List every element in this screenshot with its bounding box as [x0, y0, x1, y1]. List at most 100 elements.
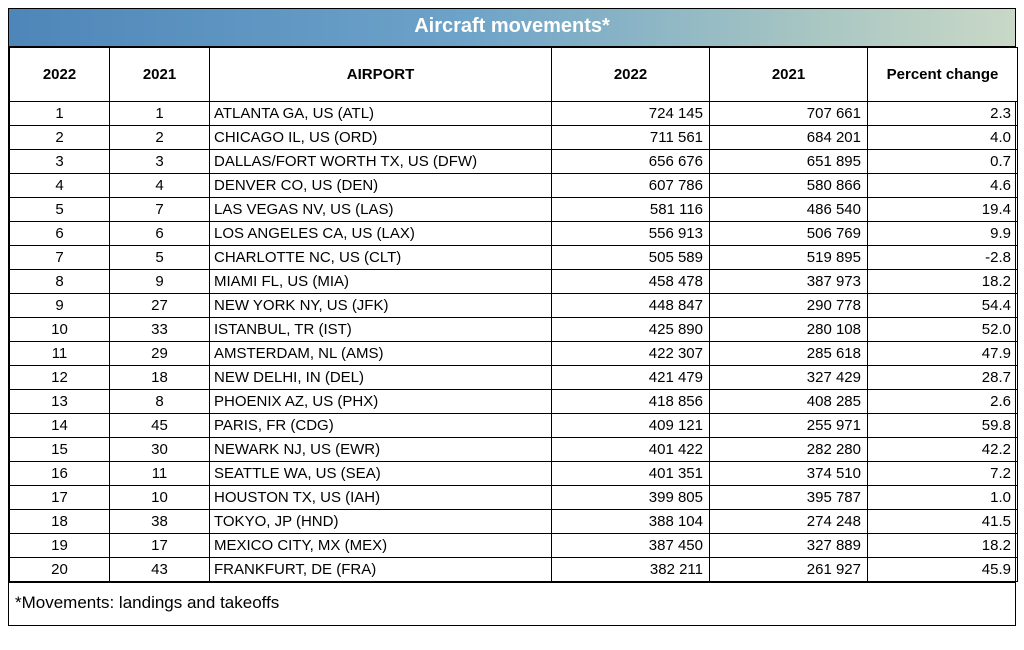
- col-airport: AIRPORT: [210, 48, 552, 102]
- cell-percent-change: 7.2: [868, 462, 1018, 486]
- cell-value-2021: 408 285: [710, 390, 868, 414]
- table-row: 44DENVER CO, US (DEN)607 786580 8664.6: [10, 174, 1018, 198]
- cell-percent-change: 52.0: [868, 318, 1018, 342]
- table-title: Aircraft movements*: [9, 9, 1015, 47]
- cell-airport: PHOENIX AZ, US (PHX): [210, 390, 552, 414]
- table-row: 1710HOUSTON TX, US (IAH)399 805395 7871.…: [10, 486, 1018, 510]
- cell-rank-2021: 7: [110, 198, 210, 222]
- cell-percent-change: 9.9: [868, 222, 1018, 246]
- cell-value-2021: 580 866: [710, 174, 868, 198]
- cell-airport: LOS ANGELES CA, US (LAX): [210, 222, 552, 246]
- cell-value-2021: 651 895: [710, 150, 868, 174]
- cell-rank-2022: 20: [10, 558, 110, 582]
- cell-value-2021: 327 889: [710, 534, 868, 558]
- cell-value-2021: 506 769: [710, 222, 868, 246]
- cell-value-2022: 422 307: [552, 342, 710, 366]
- cell-percent-change: 59.8: [868, 414, 1018, 438]
- table-row: 1445PARIS, FR (CDG)409 121255 97159.8: [10, 414, 1018, 438]
- table-row: 138PHOENIX AZ, US (PHX)418 856408 2852.6: [10, 390, 1018, 414]
- cell-rank-2022: 8: [10, 270, 110, 294]
- cell-airport: CHARLOTTE NC, US (CLT): [210, 246, 552, 270]
- cell-percent-change: 41.5: [868, 510, 1018, 534]
- table-row: 22CHICAGO IL, US (ORD)711 561684 2014.0: [10, 126, 1018, 150]
- cell-airport: NEW YORK NY, US (JFK): [210, 294, 552, 318]
- table-body: 11ATLANTA GA, US (ATL)724 145707 6612.32…: [10, 102, 1018, 582]
- cell-rank-2021: 30: [110, 438, 210, 462]
- cell-airport: PARIS, FR (CDG): [210, 414, 552, 438]
- cell-value-2021: 255 971: [710, 414, 868, 438]
- cell-value-2021: 285 618: [710, 342, 868, 366]
- cell-percent-change: 0.7: [868, 150, 1018, 174]
- cell-value-2021: 374 510: [710, 462, 868, 486]
- cell-rank-2022: 17: [10, 486, 110, 510]
- table-row: 1917MEXICO CITY, MX (MEX)387 450327 8891…: [10, 534, 1018, 558]
- cell-percent-change: 28.7: [868, 366, 1018, 390]
- col-percent-change: Percent change: [868, 48, 1018, 102]
- cell-rank-2022: 5: [10, 198, 110, 222]
- cell-rank-2022: 6: [10, 222, 110, 246]
- cell-value-2022: 656 676: [552, 150, 710, 174]
- cell-rank-2022: 15: [10, 438, 110, 462]
- data-table: 2022 2021 AIRPORT 2022 2021 Percent chan…: [9, 47, 1018, 582]
- cell-value-2021: 519 895: [710, 246, 868, 270]
- cell-rank-2022: 18: [10, 510, 110, 534]
- cell-airport: DALLAS/FORT WORTH TX, US (DFW): [210, 150, 552, 174]
- cell-airport: NEWARK NJ, US (EWR): [210, 438, 552, 462]
- cell-value-2021: 684 201: [710, 126, 868, 150]
- table-row: 75CHARLOTTE NC, US (CLT)505 589519 895-2…: [10, 246, 1018, 270]
- cell-rank-2021: 4: [110, 174, 210, 198]
- cell-value-2022: 387 450: [552, 534, 710, 558]
- cell-value-2021: 280 108: [710, 318, 868, 342]
- cell-rank-2021: 45: [110, 414, 210, 438]
- cell-value-2022: 382 211: [552, 558, 710, 582]
- cell-airport: FRANKFURT, DE (FRA): [210, 558, 552, 582]
- cell-rank-2022: 12: [10, 366, 110, 390]
- cell-rank-2022: 9: [10, 294, 110, 318]
- cell-value-2021: 274 248: [710, 510, 868, 534]
- cell-rank-2021: 3: [110, 150, 210, 174]
- cell-percent-change: 2.6: [868, 390, 1018, 414]
- cell-airport: AMSTERDAM, NL (AMS): [210, 342, 552, 366]
- cell-airport: ISTANBUL, TR (IST): [210, 318, 552, 342]
- table-row: 33DALLAS/FORT WORTH TX, US (DFW)656 6766…: [10, 150, 1018, 174]
- cell-percent-change: 47.9: [868, 342, 1018, 366]
- cell-value-2022: 448 847: [552, 294, 710, 318]
- cell-value-2022: 401 351: [552, 462, 710, 486]
- table-row: 2043FRANKFURT, DE (FRA)382 211261 92745.…: [10, 558, 1018, 582]
- table-row: 1033ISTANBUL, TR (IST)425 890280 10852.0: [10, 318, 1018, 342]
- cell-rank-2021: 5: [110, 246, 210, 270]
- cell-value-2022: 418 856: [552, 390, 710, 414]
- cell-value-2021: 282 280: [710, 438, 868, 462]
- cell-airport: ATLANTA GA, US (ATL): [210, 102, 552, 126]
- cell-rank-2022: 11: [10, 342, 110, 366]
- cell-value-2022: 409 121: [552, 414, 710, 438]
- cell-percent-change: 18.2: [868, 534, 1018, 558]
- cell-rank-2022: 1: [10, 102, 110, 126]
- table-row: 927NEW YORK NY, US (JFK)448 847290 77854…: [10, 294, 1018, 318]
- header-row: 2022 2021 AIRPORT 2022 2021 Percent chan…: [10, 48, 1018, 102]
- cell-percent-change: 4.6: [868, 174, 1018, 198]
- cell-rank-2021: 27: [110, 294, 210, 318]
- cell-rank-2021: 18: [110, 366, 210, 390]
- cell-value-2022: 505 589: [552, 246, 710, 270]
- cell-value-2021: 395 787: [710, 486, 868, 510]
- cell-rank-2022: 10: [10, 318, 110, 342]
- cell-value-2021: 261 927: [710, 558, 868, 582]
- cell-value-2021: 290 778: [710, 294, 868, 318]
- cell-rank-2021: 10: [110, 486, 210, 510]
- table-row: 1129AMSTERDAM, NL (AMS)422 307285 61847.…: [10, 342, 1018, 366]
- table-row: 66LOS ANGELES CA, US (LAX)556 913506 769…: [10, 222, 1018, 246]
- cell-percent-change: 45.9: [868, 558, 1018, 582]
- cell-value-2021: 327 429: [710, 366, 868, 390]
- col-value-2021: 2021: [710, 48, 868, 102]
- cell-rank-2021: 38: [110, 510, 210, 534]
- cell-value-2022: 711 561: [552, 126, 710, 150]
- cell-airport: MEXICO CITY, MX (MEX): [210, 534, 552, 558]
- cell-airport: TOKYO, JP (HND): [210, 510, 552, 534]
- cell-percent-change: 1.0: [868, 486, 1018, 510]
- cell-rank-2021: 11: [110, 462, 210, 486]
- cell-value-2022: 421 479: [552, 366, 710, 390]
- cell-value-2021: 387 973: [710, 270, 868, 294]
- table-row: 1838TOKYO, JP (HND)388 104274 24841.5: [10, 510, 1018, 534]
- cell-rank-2022: 13: [10, 390, 110, 414]
